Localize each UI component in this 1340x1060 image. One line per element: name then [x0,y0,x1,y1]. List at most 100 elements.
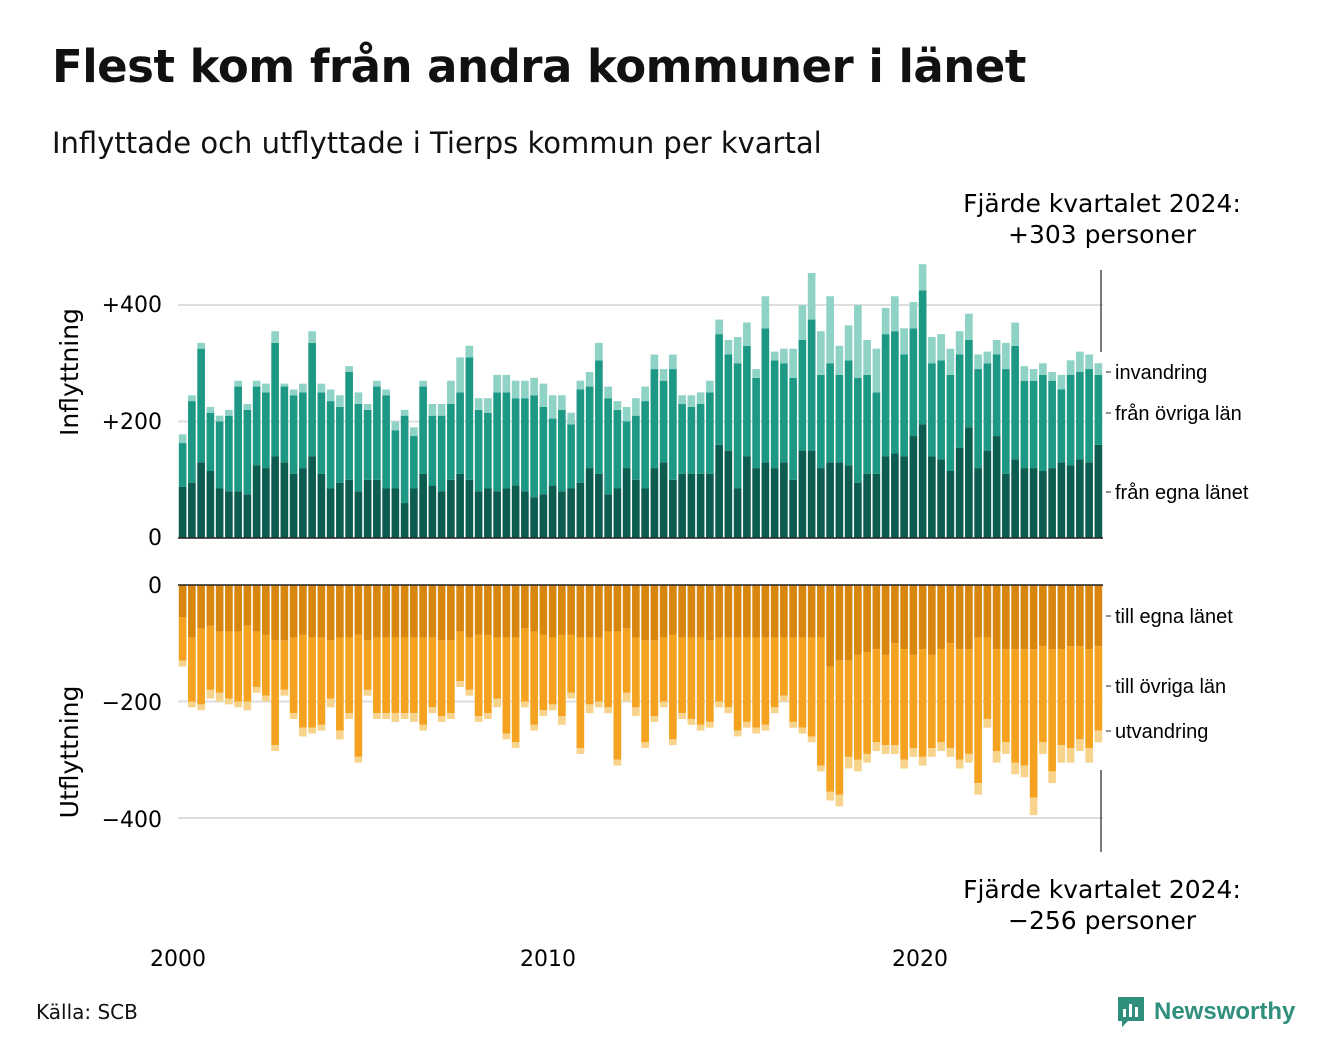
bar-in-invandring [511,380,520,399]
bar-out-utvandring [419,724,427,731]
chart-subtitle: Inflyttade och utflyttade i Tierps kommu… [52,126,822,160]
bar-in-ovriga [761,328,770,463]
out-tick-200: −200 [102,691,162,716]
newsworthy-logo[interactable]: Newsworthy [1116,994,1295,1030]
bar-out-ovriga [909,654,918,749]
bar-out-egna [900,585,908,650]
bar-out-egna [373,585,381,638]
bar-in-invandring [807,272,816,320]
bar-out-utvandring [696,724,705,731]
bar-out-ovriga [1002,649,1010,743]
bar-out-ovriga [548,637,557,705]
bar-in-ovriga [696,404,705,474]
bar-in-egna [595,473,603,539]
bar-in-invandring [280,383,289,387]
bar-in-invandring [484,398,492,413]
bar-out-utvandring [521,701,529,708]
bar-out-ovriga [1076,646,1084,740]
bar-in-ovriga [539,406,548,495]
bar-in-invandring [437,404,446,416]
bar-in-invandring [336,395,344,407]
bar-out-egna [632,585,640,638]
bar-in-invandring [391,421,400,431]
bar-in-ovriga [484,412,492,489]
bar-out-utvandring [252,686,261,693]
bar-out-utvandring [289,713,298,719]
bar-in-ovriga [909,328,918,437]
bar-in-invandring [502,374,511,393]
bar-in-invandring [234,380,242,387]
bar-in-ovriga [900,354,908,457]
bar-in-egna [502,488,511,538]
bar-in-egna [447,479,455,538]
bar-in-invandring [844,325,853,361]
bar-out-ovriga [1011,649,1019,763]
chart-title: Flest kom från andra kommuner i länet [52,40,1026,93]
bar-out-ovriga [558,634,566,717]
bar-out-egna [299,585,307,635]
bar-out-ovriga [308,637,316,728]
bar-in-egna [613,488,622,538]
bar-out-utvandring [752,727,760,734]
bar-out-utvandring [215,692,224,702]
bar-in-ovriga [336,406,344,483]
bar-out-ovriga [641,640,649,743]
bar-in-invandring [299,383,307,393]
bar-in-egna [419,473,427,539]
bar-in-invandring [752,369,760,378]
newsworthy-logo-icon [1118,997,1144,1027]
bar-out-ovriga [317,637,326,725]
bar-out-egna [937,585,945,650]
bar-out-egna [484,585,492,635]
bar-out-utvandring [632,707,640,717]
bar-in-egna [826,462,834,538]
bar-in-invandring [669,354,677,370]
bar-out-ovriga [1020,649,1029,766]
bar-out-egna [770,585,779,638]
bar-in-invandring [743,322,751,346]
bar-in-ovriga [345,371,353,480]
bar-out-utvandring [1002,742,1010,754]
bar-out-egna [641,585,649,641]
bar-out-ovriga [632,637,640,708]
bar-out-ovriga [807,637,816,737]
bar-in-ovriga [770,360,779,469]
bar-in-invandring [826,296,834,364]
bar-in-egna [474,491,483,538]
bar-in-egna [863,473,871,539]
bar-out-ovriga [937,649,945,743]
bar-out-utvandring [437,716,446,722]
bar-out-ovriga [622,628,631,693]
bar-out-utvandring [1094,730,1103,743]
bar-in-invandring [706,380,714,393]
bar-in-ovriga [687,406,696,474]
bar-in-ovriga [419,386,427,474]
bar-out-ovriga [456,631,464,682]
bar-out-egna [983,585,992,638]
bar-in-ovriga [1057,389,1066,463]
bar-in-ovriga [659,380,668,463]
bar-in-egna [1094,444,1103,538]
bar-in-ovriga [604,398,612,495]
bar-out-ovriga [659,637,668,702]
bar-in-invandring [428,404,437,416]
bar-in-ovriga [262,392,270,469]
bar-out-utvandring [567,692,575,699]
bar-in-egna [752,468,760,538]
bar-out-ovriga [252,631,261,687]
bar-in-invandring [1011,322,1019,346]
bar-out-utvandring [678,713,686,719]
bar-out-utvandring [262,695,270,702]
bar-in-invandring [530,377,538,396]
bar-out-utvandring [844,756,853,769]
bar-out-utvandring [428,707,437,714]
bar-out-ovriga [585,637,594,705]
bar-in-ovriga [706,392,714,474]
bar-out-utvandring [447,713,455,719]
bar-out-utvandring [465,689,474,696]
bar-out-ovriga [465,637,474,690]
bar-out-utvandring [1085,748,1093,763]
bar-in-invandring [373,380,381,387]
bar-out-utvandring [1048,771,1056,784]
bar-out-ovriga [678,637,686,714]
